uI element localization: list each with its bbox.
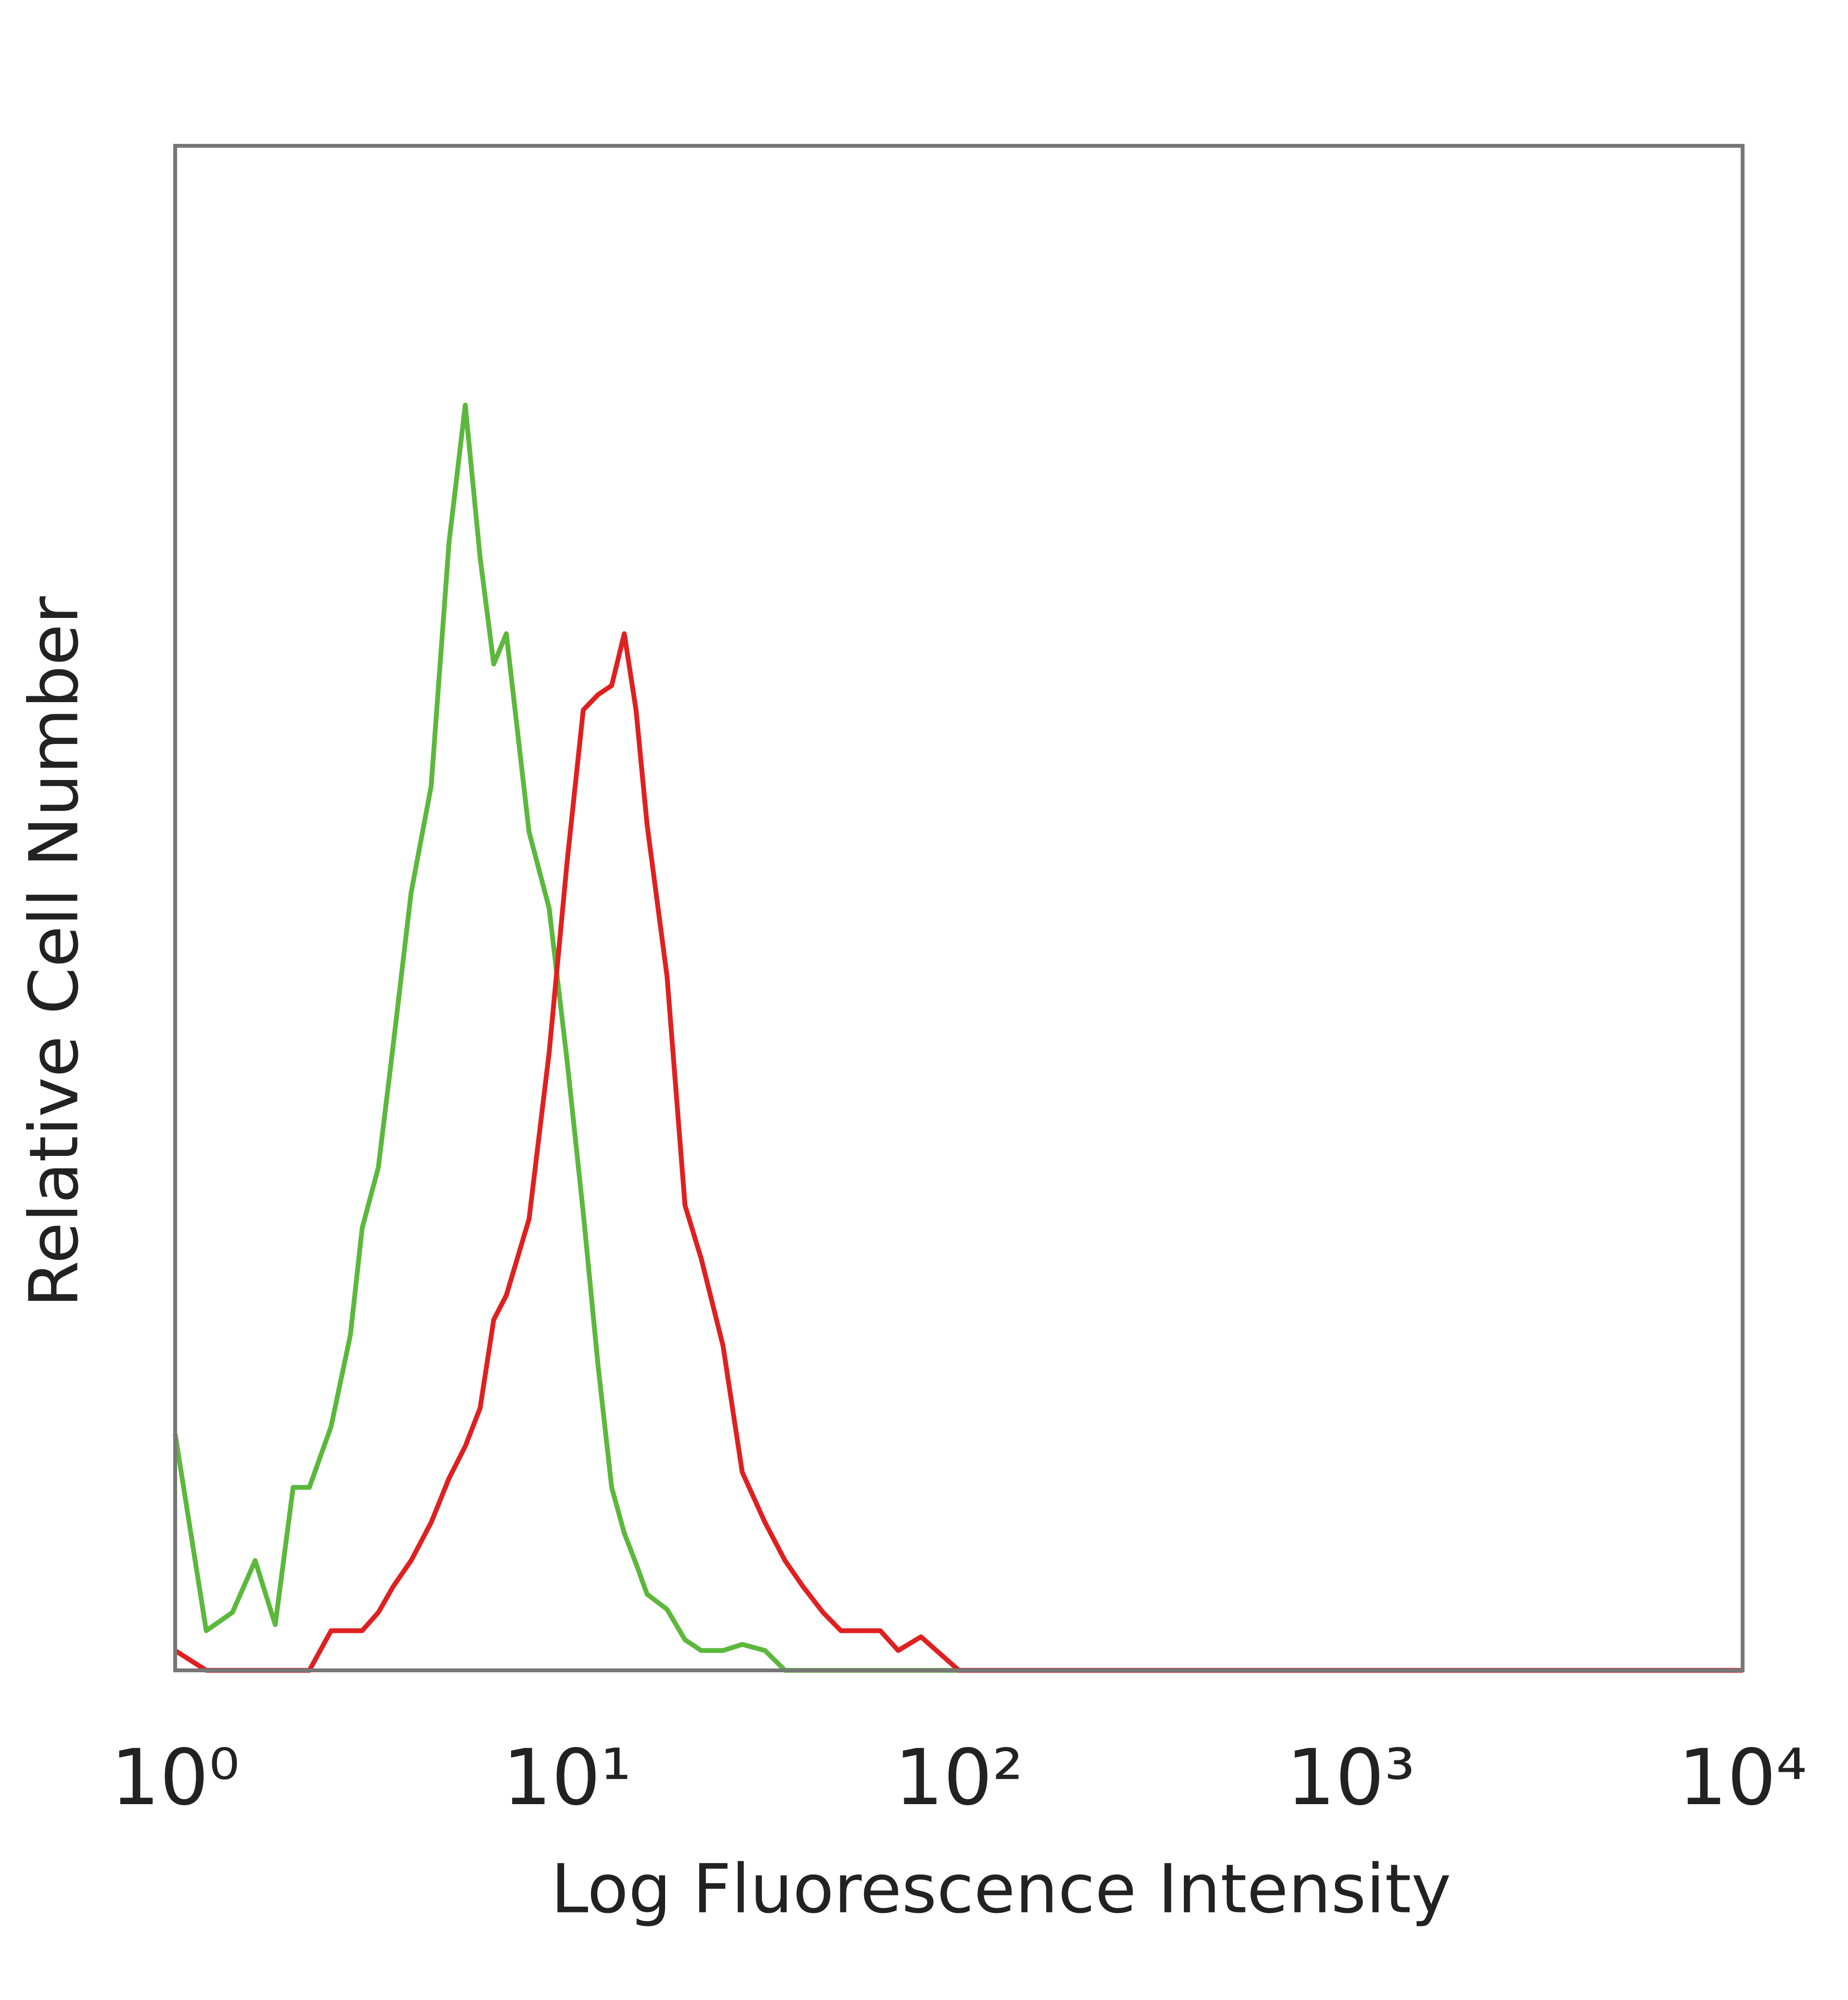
x-axis-label: Log Fluorescence Intensity xyxy=(551,1850,1451,1929)
x-tick-label: 10⁴ xyxy=(1678,1732,1807,1822)
x-tick-label: 10³ xyxy=(1286,1732,1415,1822)
histogram-line xyxy=(174,631,1743,1673)
plot-frame xyxy=(173,144,1745,1672)
x-tick-label: 10⁰ xyxy=(111,1732,240,1822)
histogram-line xyxy=(173,402,1743,1673)
x-tick-label: 10² xyxy=(895,1732,1024,1822)
x-tick-label: 10¹ xyxy=(502,1732,631,1822)
y-axis-label: Relative Cell Number xyxy=(15,596,94,1308)
